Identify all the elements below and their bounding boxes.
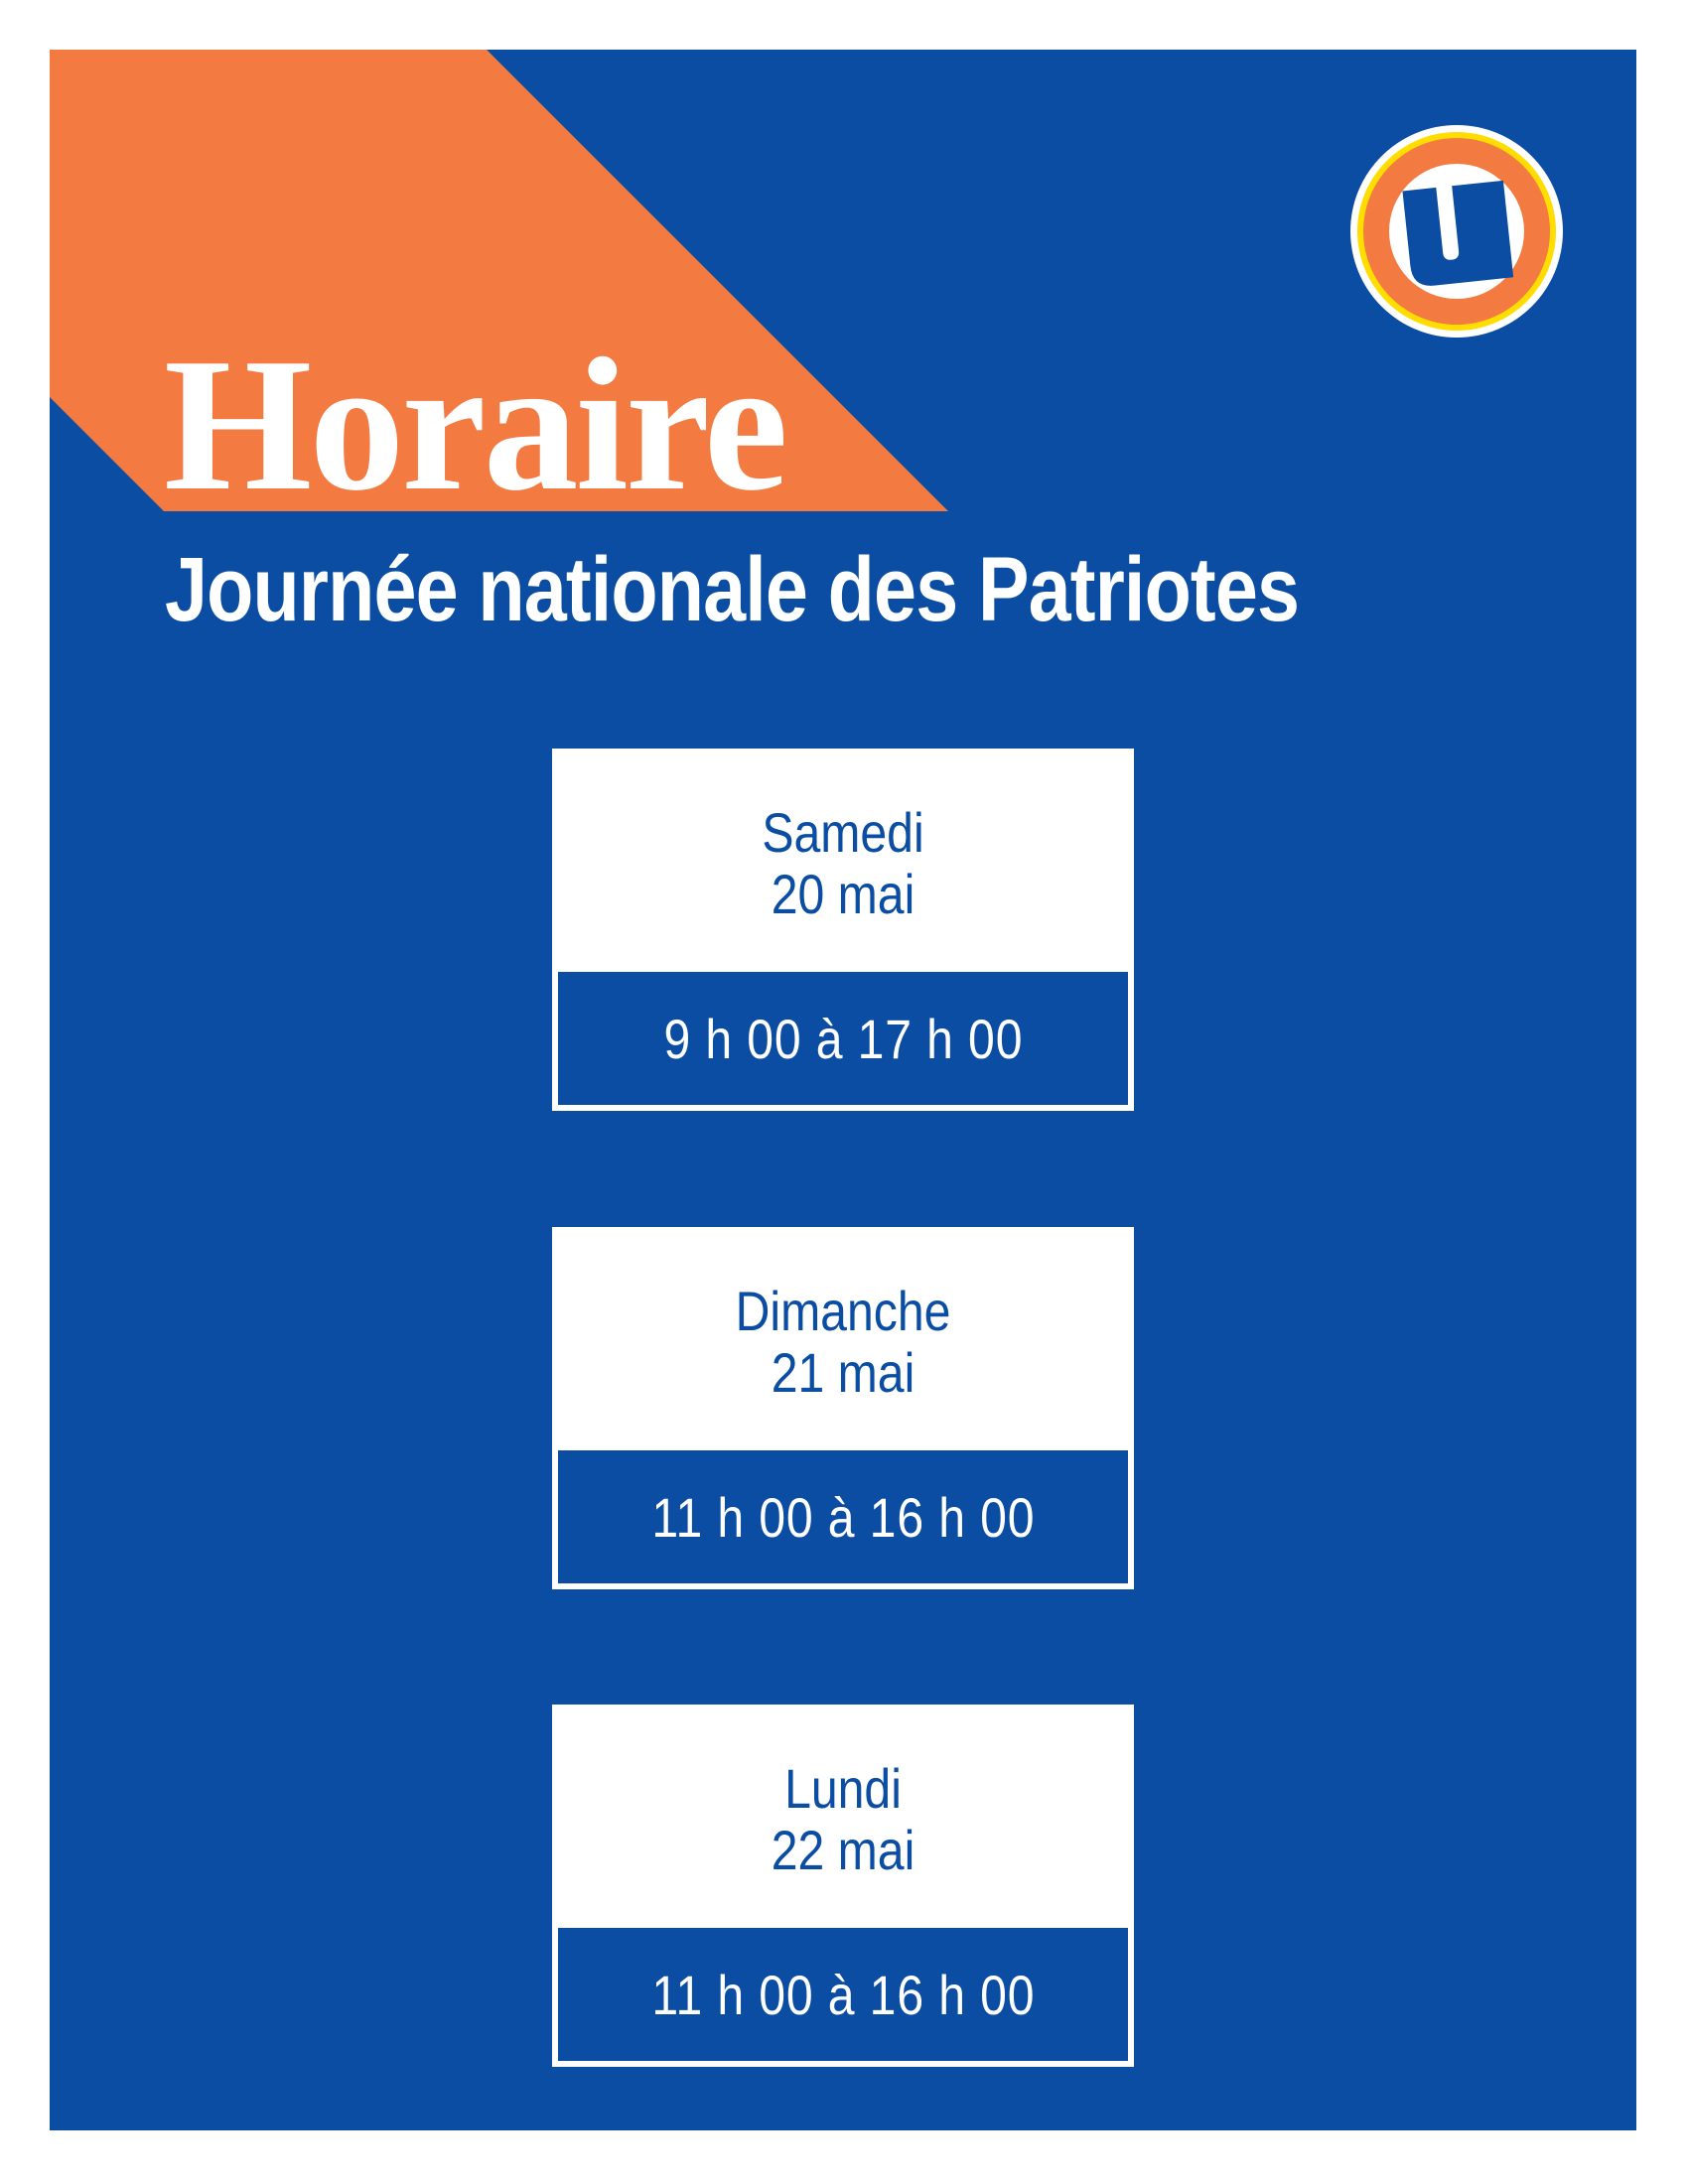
hours-band: 11 h 00 à 16 h 00 — [558, 1450, 1128, 1583]
hours-band: 9 h 00 à 17 h 00 — [558, 972, 1128, 1105]
card-date: Lundi 22 mai — [552, 1758, 1134, 1881]
poster-panel: Horaire Journée nationale des Patriotes … — [50, 50, 1636, 2130]
date: 22 mai — [771, 1819, 915, 1881]
schedule-card-saturday: Samedi 20 mai 9 h 00 à 17 h 00 — [552, 749, 1134, 1111]
day-name: Dimanche — [735, 1280, 951, 1342]
card-date: Dimanche 21 mai — [552, 1281, 1134, 1404]
day-name: Samedi — [762, 801, 924, 864]
hours: 9 h 00 à 17 h 00 — [663, 1007, 1023, 1070]
schedule-card-monday: Lundi 22 mai 11 h 00 à 16 h 00 — [552, 1705, 1134, 2067]
u-logo-icon — [1350, 125, 1563, 338]
hours: 11 h 00 à 16 h 00 — [651, 1485, 1035, 1549]
day-name: Lundi — [784, 1757, 902, 1820]
date: 21 mai — [771, 1341, 915, 1404]
page-title: Horaire — [164, 319, 788, 530]
hours: 11 h 00 à 16 h 00 — [651, 1963, 1035, 2026]
schedule-card-sunday: Dimanche 21 mai 11 h 00 à 16 h 00 — [552, 1227, 1134, 1589]
page-subtitle: Journée nationale des Patriotes — [165, 539, 1300, 640]
hours-band: 11 h 00 à 16 h 00 — [558, 1928, 1128, 2061]
date: 20 mai — [771, 863, 915, 925]
orange-diagonal-stripe — [50, 50, 948, 511]
card-date: Samedi 20 mai — [552, 802, 1134, 925]
